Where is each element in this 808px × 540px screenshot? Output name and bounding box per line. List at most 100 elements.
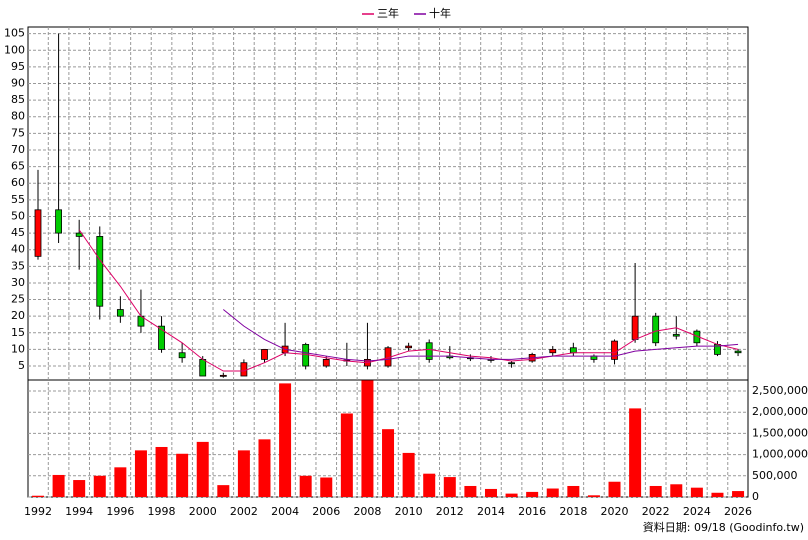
volume-bar bbox=[690, 487, 703, 497]
x-tick-label: 1992 bbox=[24, 505, 52, 518]
volume-bar bbox=[526, 491, 539, 497]
y-tick-label: 15 bbox=[11, 326, 25, 339]
y2-tick-label: 0 bbox=[752, 490, 759, 503]
volume-bar bbox=[443, 477, 456, 497]
ma-line bbox=[222, 309, 739, 362]
x-tick-label: 2022 bbox=[642, 505, 670, 518]
candle-body bbox=[734, 350, 742, 354]
volume-bar bbox=[608, 481, 621, 497]
x-tick-label: 2002 bbox=[230, 505, 258, 518]
volume-bar bbox=[196, 441, 209, 497]
volume-bar bbox=[402, 452, 415, 497]
volume-bar bbox=[587, 495, 600, 497]
candle-body bbox=[219, 374, 227, 377]
volume-bar bbox=[382, 429, 395, 497]
y2-tick-label: 500,000 bbox=[752, 469, 798, 482]
candle-body bbox=[199, 358, 207, 377]
candle-body bbox=[322, 358, 330, 367]
x-tick-label: 2018 bbox=[559, 505, 587, 518]
legend-label: 十年 bbox=[429, 6, 451, 20]
volume-bar bbox=[32, 495, 44, 497]
volume-bar bbox=[258, 439, 271, 497]
volume-bar bbox=[52, 474, 65, 497]
y-tick-label: 70 bbox=[11, 143, 25, 156]
candle-body bbox=[549, 349, 557, 354]
source-note: 資料日期: 09/18 (Goodinfo.tw) bbox=[643, 520, 804, 534]
candle-body bbox=[611, 340, 618, 360]
volume-bar bbox=[114, 467, 127, 497]
y-tick-label: 35 bbox=[11, 259, 25, 272]
volume-bar bbox=[320, 477, 333, 497]
volume-bar bbox=[484, 488, 497, 497]
volume-bar bbox=[299, 475, 312, 497]
x-tick-label: 2000 bbox=[189, 505, 217, 518]
volume-bar bbox=[567, 485, 580, 497]
candle-body bbox=[631, 315, 639, 340]
y-tick-label: 40 bbox=[11, 243, 25, 256]
y-tick-label: 25 bbox=[11, 293, 25, 306]
x-tick-label: 2012 bbox=[436, 505, 464, 518]
volume-bar bbox=[423, 473, 436, 497]
candle-body bbox=[261, 349, 268, 360]
y-tick-label: 95 bbox=[11, 60, 25, 73]
legend-label: 三年 bbox=[377, 6, 399, 20]
volume-bar bbox=[464, 485, 477, 497]
y-tick-label: 10 bbox=[11, 342, 25, 355]
volume-bar bbox=[176, 453, 189, 497]
y-tick-label: 80 bbox=[11, 110, 25, 123]
volume-bar bbox=[505, 493, 518, 497]
x-tick-label: 1994 bbox=[65, 505, 93, 518]
candle-body bbox=[508, 362, 515, 365]
y2-tick-label: 1,000,000 bbox=[752, 448, 808, 461]
y-tick-label: 5 bbox=[18, 359, 25, 372]
x-tick-label: 2004 bbox=[271, 505, 299, 518]
y2-tick-label: 2,500,000 bbox=[752, 384, 808, 397]
volume-bar bbox=[629, 408, 642, 497]
candle-body bbox=[672, 334, 680, 337]
candle-body bbox=[405, 345, 413, 349]
ma-line bbox=[78, 229, 739, 372]
x-tick-label: 2014 bbox=[477, 505, 505, 518]
volume-bar bbox=[134, 450, 147, 497]
y-tick-label: 20 bbox=[11, 309, 25, 322]
volume-bar bbox=[155, 446, 168, 497]
candle-body bbox=[116, 309, 124, 317]
y-tick-label: 55 bbox=[11, 193, 25, 206]
x-tick-label: 1996 bbox=[106, 505, 134, 518]
volume-bar bbox=[649, 485, 662, 497]
candle-body bbox=[240, 362, 248, 377]
candle-body bbox=[96, 236, 104, 307]
volume-bar bbox=[93, 475, 106, 497]
candle-body bbox=[425, 342, 433, 360]
plot-frame bbox=[27, 26, 749, 498]
x-tick-label: 1998 bbox=[148, 505, 176, 518]
y-tick-label: 45 bbox=[11, 226, 25, 239]
volume-bar bbox=[73, 480, 86, 497]
y-tick-label: 50 bbox=[11, 209, 25, 222]
candle-body bbox=[569, 347, 577, 354]
volume-bar bbox=[546, 488, 559, 497]
y2-tick-label: 1,500,000 bbox=[752, 426, 808, 439]
volume-bar bbox=[361, 380, 374, 497]
x-tick-label: 2020 bbox=[601, 505, 629, 518]
volume-bar bbox=[732, 491, 745, 497]
y-tick-label: 105 bbox=[4, 27, 25, 40]
volume-bar bbox=[711, 492, 724, 497]
y2-tick-label: 2,000,000 bbox=[752, 405, 808, 418]
x-tick-label: 2010 bbox=[395, 505, 423, 518]
y-tick-label: 75 bbox=[11, 126, 25, 139]
volume-bar bbox=[670, 484, 683, 497]
y-tick-label: 90 bbox=[11, 77, 25, 90]
y-tick-label: 100 bbox=[4, 43, 25, 56]
candle-body bbox=[178, 352, 186, 359]
x-tick-label: 2024 bbox=[683, 505, 711, 518]
x-tick-label: 2016 bbox=[518, 505, 546, 518]
x-tick-label: 2026 bbox=[724, 505, 752, 518]
volume-bar bbox=[217, 485, 230, 497]
y-tick-label: 60 bbox=[11, 176, 25, 189]
candle-body bbox=[652, 315, 660, 344]
candle-body bbox=[34, 209, 42, 257]
x-tick-label: 2006 bbox=[312, 505, 340, 518]
volume-bar bbox=[279, 383, 292, 497]
